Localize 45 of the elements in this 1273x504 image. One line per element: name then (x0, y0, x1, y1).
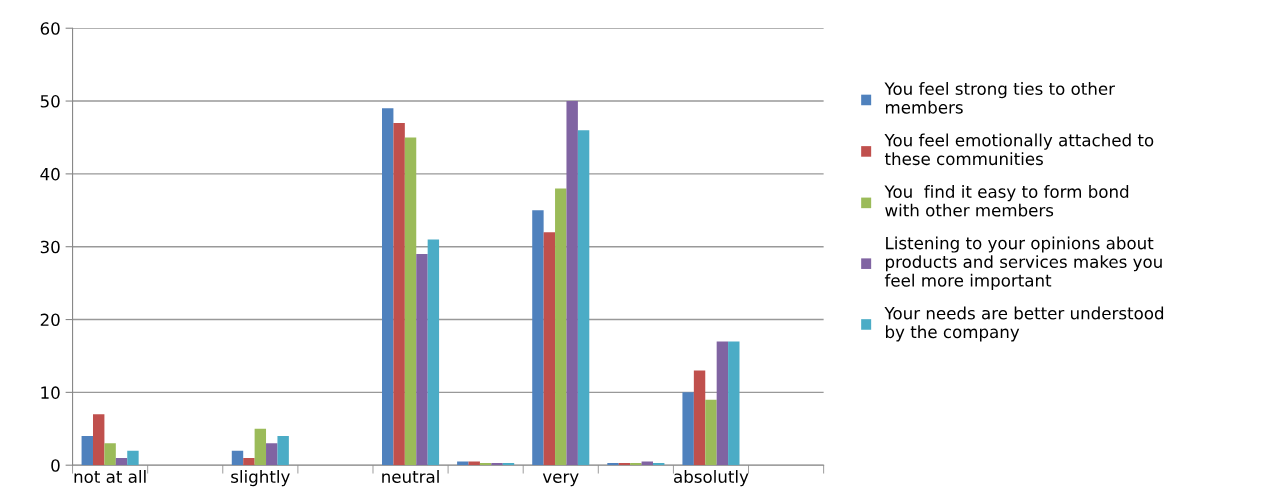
bar (630, 463, 642, 466)
bar (555, 188, 567, 466)
bar (491, 463, 503, 466)
bar (404, 137, 417, 466)
y-tick-label: 40 (40, 167, 60, 181)
y-tick-label: 30 (40, 240, 60, 254)
bar (427, 239, 440, 466)
bar (416, 253, 428, 466)
bar (92, 414, 105, 466)
bar (693, 370, 706, 466)
y-tick-label: 10 (41, 386, 60, 399)
bar (728, 341, 740, 466)
y-tick-label: 20 (40, 313, 60, 327)
bar (705, 399, 717, 466)
bar (716, 341, 729, 466)
x-tick-label: slightly (231, 470, 290, 487)
x-tick-label: very (542, 473, 579, 487)
bar (382, 108, 394, 466)
y-tick-label: 0 (51, 459, 60, 472)
bar (104, 443, 116, 466)
bar (231, 450, 244, 466)
legend-label: Your needs are better understood by the company (884, 306, 1164, 342)
legend-label: You find it easy to form bond with other members (884, 185, 1129, 217)
bar (115, 457, 128, 466)
bar (243, 457, 255, 466)
bar (577, 130, 590, 466)
bar (393, 122, 405, 466)
bar (81, 436, 93, 466)
bar (566, 101, 578, 466)
bar (266, 443, 278, 466)
y-tick-label: 60 (40, 22, 60, 35)
x-tick-label: neutral (382, 470, 439, 483)
bar (532, 210, 544, 466)
bar (127, 450, 139, 466)
bar (254, 428, 267, 466)
x-tick-label: not at all (74, 470, 146, 483)
y-tick-label: 50 (40, 95, 60, 108)
legend-label: You feel strong ties to other members (884, 82, 1115, 114)
legend-label: Listening to your opinions about products and services makes you feel more important (884, 236, 1162, 290)
bar (543, 232, 556, 466)
bar (277, 436, 289, 466)
bar (607, 463, 619, 466)
x-tick-label: absolutly (674, 470, 749, 487)
legend-label: You feel emotionally attached to these communities (884, 133, 1154, 166)
bar (682, 392, 694, 466)
